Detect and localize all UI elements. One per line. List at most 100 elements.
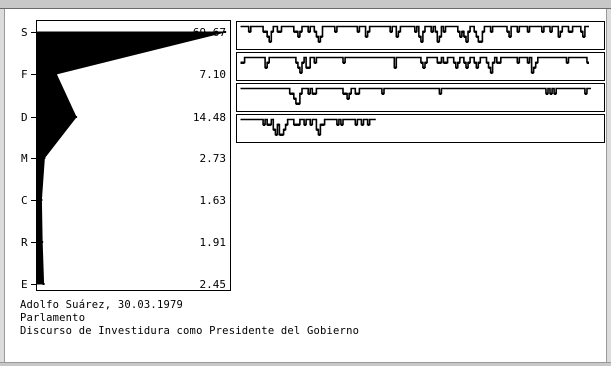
track-frame-1 [236,21,605,50]
track-3-point [289,92,292,95]
track-1-point [482,30,485,33]
track-2-point [240,61,243,64]
track-2-point [265,66,268,69]
track-4-point [269,123,272,126]
track-3-point [299,92,302,95]
track-1-point [490,30,493,33]
track-4-point [293,123,296,126]
track-1-point [263,30,266,33]
track-2-point [295,61,298,64]
track-1-point [459,35,462,38]
track-3-point [439,92,442,95]
track-1-point [277,30,280,33]
track-2-point [394,66,397,69]
track-line-2 [240,56,589,74]
track-1-point [279,30,282,33]
track-2-point [535,61,538,64]
track-1-point [480,40,483,43]
track-3-point [381,92,384,95]
track-1-point [314,30,317,33]
track-1-point [293,30,296,33]
track-4-point [310,123,313,126]
track-2-point [308,66,311,69]
value-label-e: 2.45 [200,278,227,291]
track-4-point [304,123,307,126]
track-2-point [267,61,270,64]
track-4-point [263,123,266,126]
track-1-point [271,30,274,33]
category-profile-chart: S 69.67 F 7.10 D 14.48 M 2.73 C 1.63 R 1.91 E 2.45 [21,20,605,291]
track-2-point [531,71,534,74]
track-3-point [295,102,298,105]
track-1-point [463,35,466,38]
profile-point-c [40,199,43,201]
category-label-r: R [21,236,28,249]
track-1-point [517,30,520,33]
profile-point-s [224,31,227,33]
track-2-point [443,61,446,64]
track-line-4 [240,118,376,136]
track-4-point [316,128,319,131]
track-2-point [445,61,448,64]
track-3-point [550,92,553,95]
track-4-point [297,123,300,126]
track-4-point [355,123,358,126]
track-3-point [293,97,296,100]
category-label-d: D [21,111,28,124]
track-3-point [347,97,350,100]
track-1-point [318,40,321,43]
track-1-point [478,40,481,43]
track-1-point [422,30,425,33]
profile-area [36,31,226,285]
profile-point-f [55,73,58,75]
track-3-point [545,92,548,95]
track-1-point [269,40,272,43]
caption-speech-title: Discurso de Investidura como Presidente … [20,325,360,337]
track-2-point [533,66,536,69]
value-label-m: 2.73 [200,152,227,165]
category-label-e: E [21,278,28,291]
track-1-point [541,30,544,33]
track-3-point [312,92,315,95]
track-3-point [345,92,348,95]
track-1-point [365,35,368,38]
track-1-point [560,30,563,33]
track-1-point [248,30,251,33]
track-1-point [334,30,337,33]
window-bottom-border [0,362,611,366]
track-1-point [265,30,268,33]
track-2-point [453,61,456,64]
track-2-point [425,61,427,64]
value-label-c: 1.63 [200,194,227,207]
track-2-point [422,66,425,69]
track-3-point [355,92,358,95]
track-1-point [507,30,509,33]
track-4-point [320,123,323,126]
window-title-bar[interactable] [0,0,611,9]
track-2-point [527,61,530,64]
track-4-point [336,123,339,126]
track-4-point [277,123,280,126]
track-1-point [570,30,573,33]
track-2-point [343,61,345,64]
track-1-point [396,35,399,38]
track-1-point [550,30,553,33]
track-2-point [490,71,493,74]
track-2-point [463,61,466,64]
track-1-point [435,30,438,33]
track-4-point [367,123,370,126]
category-label-f: F [21,68,28,81]
profile-point-d [75,116,78,118]
track-2-point [566,61,569,64]
track-1-point [414,30,417,33]
track-2-point [299,71,302,74]
track-1-point [437,40,440,43]
track-1-point [457,30,460,33]
track-1-point [267,35,270,38]
track-1-point [297,35,300,38]
value-label-s: 69.67 [193,26,226,39]
track-4-point [267,123,270,126]
track-2-point [488,66,491,69]
track-2-point [314,61,317,64]
track-1-point [316,35,319,38]
